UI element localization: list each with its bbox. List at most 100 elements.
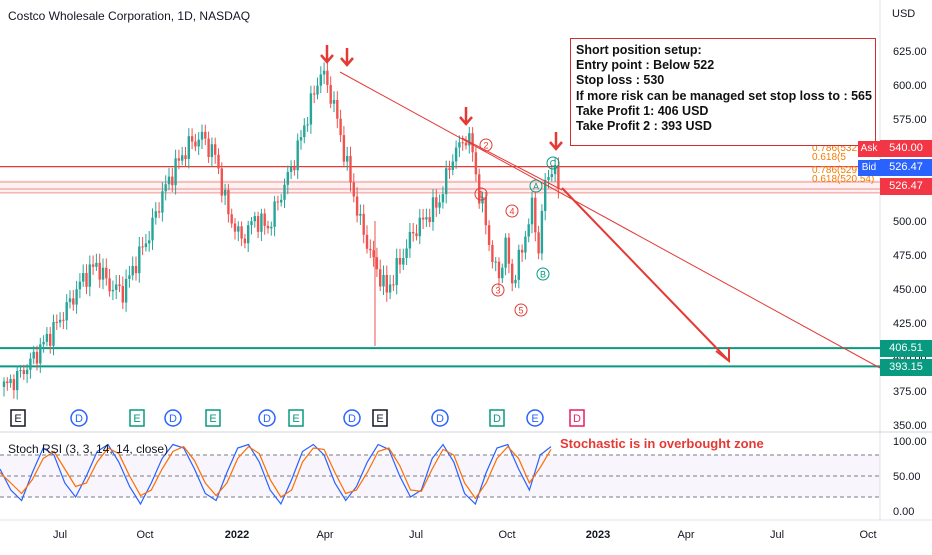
candle-body [316, 85, 319, 95]
candle-body [303, 125, 306, 138]
dividend-marker [526, 409, 544, 427]
candle-body [349, 155, 352, 183]
candle-body [365, 234, 369, 249]
candle-body [418, 217, 421, 237]
event-marker-label: E [209, 413, 216, 425]
candle-body [181, 155, 184, 161]
bid-tag: Bid [858, 160, 880, 176]
candle-body [428, 217, 431, 223]
event-marker-label: D [75, 413, 83, 425]
candle-body [520, 249, 524, 253]
candle-body [372, 250, 375, 258]
candle-body [85, 273, 88, 287]
candle-body [385, 274, 388, 293]
candle-body [415, 233, 418, 237]
candle-body [293, 166, 296, 171]
earnings-marker [288, 409, 304, 427]
candle-body [154, 211, 157, 218]
candle-body [355, 196, 359, 216]
candle-body [504, 237, 507, 268]
time-tick-label: Apr [316, 529, 333, 541]
price-tick-label: 600.00 [893, 80, 927, 92]
candle-body [22, 370, 25, 375]
event-marker-label: D [436, 413, 444, 425]
candle-body [382, 274, 385, 287]
wave-label: 5 [518, 306, 523, 316]
candle-body [458, 142, 461, 148]
event-marker-label: E [292, 413, 299, 425]
candle-body [431, 197, 435, 223]
candle-body [369, 248, 372, 251]
candle-body [319, 74, 322, 86]
candle-body [105, 267, 108, 279]
candle-body [39, 344, 42, 364]
candle-body [35, 351, 39, 364]
event-marker-label: E [376, 413, 383, 425]
stoch-d-line [0, 445, 552, 500]
candle-body [299, 137, 303, 141]
candle-body [6, 381, 9, 384]
candle-body [451, 161, 454, 171]
candle-body [171, 176, 174, 186]
candle-body [362, 213, 365, 235]
candle-body [280, 199, 283, 203]
price-tick-label: 375.00 [893, 386, 927, 398]
candle-body [283, 184, 286, 200]
fib-level-label: 0.786(529 [812, 165, 857, 176]
candle-body [484, 197, 487, 226]
wave-label-circle [479, 138, 493, 152]
candle-body [464, 142, 468, 146]
candle-body [184, 155, 187, 159]
wave-label-circle [505, 204, 519, 218]
price-tick-label: 425.00 [893, 318, 927, 330]
candle-body [421, 217, 425, 220]
price-tick-label: 450.00 [893, 284, 927, 296]
wave-label-circle [536, 267, 550, 281]
candle-body [194, 141, 197, 147]
oscillator-band-fill [0, 455, 880, 497]
candle-body [309, 93, 313, 125]
candle-body [68, 298, 72, 303]
candle-body [256, 216, 260, 232]
candle-body [55, 321, 58, 323]
oscillator-title: Stoch RSI (3, 3, 14, 14, close) [8, 442, 169, 456]
dividend-marker [70, 409, 88, 427]
wave-label: A [533, 182, 539, 192]
candle-body [200, 131, 204, 140]
time-tick-label: Jul [409, 529, 423, 541]
candle-body [405, 248, 408, 258]
candle-body [388, 284, 392, 293]
candle-body [547, 177, 550, 180]
candle-body [247, 225, 250, 244]
candle-body [478, 174, 481, 204]
candle-body [111, 289, 115, 292]
tp1-price-label: 406.51 [880, 340, 932, 357]
candle-body [75, 289, 78, 305]
candle-body [352, 182, 355, 197]
candle-body [326, 70, 329, 86]
candle-body [425, 217, 428, 220]
candle-body [42, 341, 45, 345]
candle-body [392, 284, 395, 286]
candle-body [164, 184, 167, 192]
candle-body [487, 225, 491, 245]
time-tick-label: 2023 [586, 529, 610, 541]
candle-body [527, 224, 530, 237]
oscillator-tick-label: 100.00 [893, 436, 927, 448]
earnings-marker [129, 409, 145, 427]
candle-body [161, 191, 164, 213]
trend-line [339, 71, 881, 369]
dividend-marker [258, 409, 276, 427]
candle-body [157, 211, 161, 213]
time-tick-label: Apr [677, 529, 694, 541]
note-line: Stop loss : 530 [576, 73, 665, 88]
candle-body [448, 168, 451, 171]
candle-body [217, 154, 220, 169]
bid-price-label: 526.47 [880, 159, 932, 176]
time-tick-label: Oct [136, 529, 153, 541]
candle-body [101, 267, 105, 280]
fib-level-label: 0.618(5 [812, 152, 846, 163]
event-marker-label: D [493, 413, 501, 425]
